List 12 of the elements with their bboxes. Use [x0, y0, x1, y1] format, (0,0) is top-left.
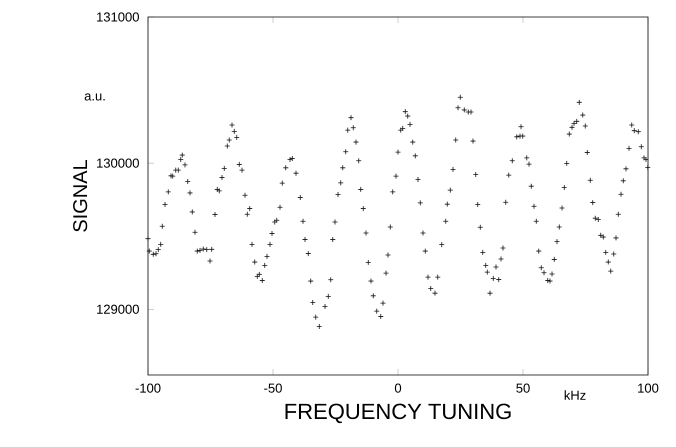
y-tick-label: 130000: [97, 158, 139, 168]
x-tick-label: -100: [136, 384, 161, 393]
y-tick-label: 129000: [97, 304, 139, 314]
text: kHz: [564, 390, 586, 400]
x-axis-title: FREQUENCY TUNING: [286, 404, 511, 424]
x-tick-label: 100: [638, 384, 658, 393]
x-tick-label: 50: [516, 384, 530, 393]
y-axis-title: SIGNAL: [73, 160, 88, 232]
x-tick-label: 0: [394, 384, 402, 393]
text: a.u.: [84, 93, 105, 101]
y-tick-label: 131000: [97, 12, 139, 22]
x-tick-label: -50: [264, 384, 282, 393]
